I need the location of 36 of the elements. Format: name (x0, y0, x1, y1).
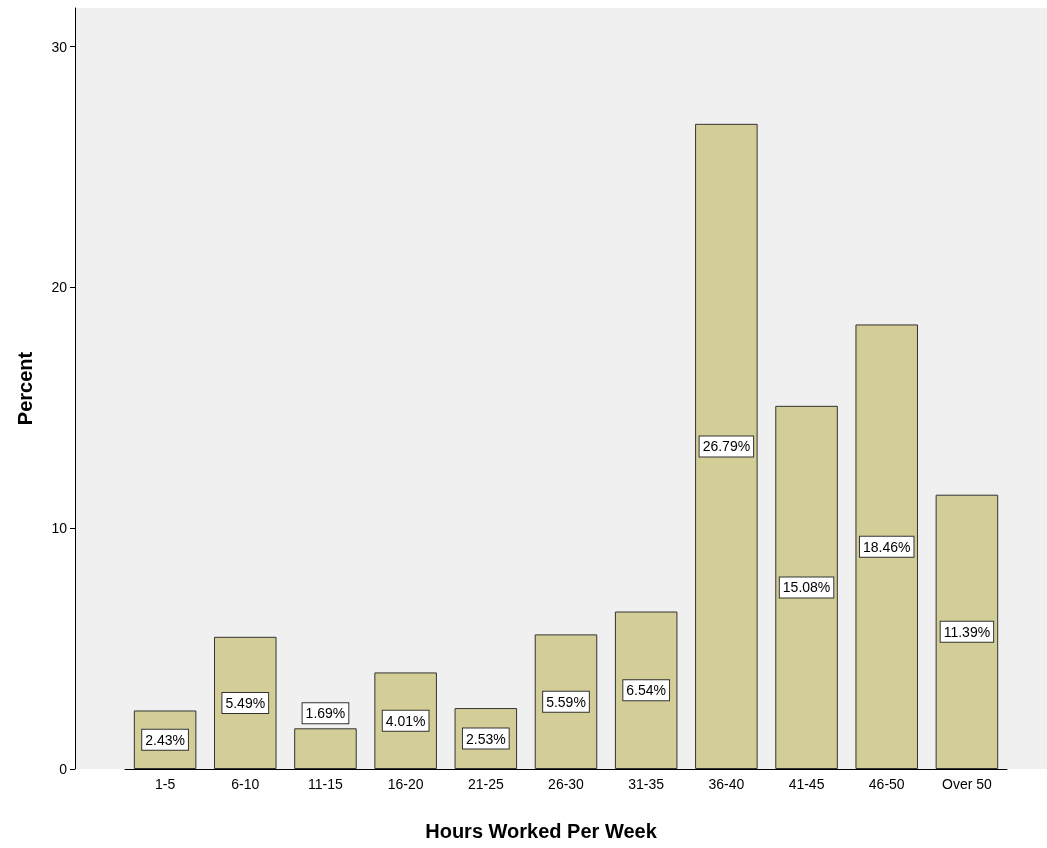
data-label: 15.08% (782, 579, 831, 596)
data-label: 1.69% (305, 705, 346, 722)
data-label: 11.39% (943, 623, 991, 640)
data-label: 2.43% (145, 731, 185, 748)
x-tick-label: 16-20 (387, 776, 424, 792)
bar (695, 123, 758, 769)
data-label: 26.79% (702, 438, 751, 455)
bar (614, 611, 678, 769)
x-tick-label: 31-35 (628, 776, 665, 792)
bar (855, 324, 918, 769)
data-label: 2.53% (465, 730, 506, 747)
bar (775, 405, 838, 769)
y-axis-title: Percent (14, 351, 36, 426)
x-tick-label: 11-15 (308, 776, 344, 792)
x-tick-label: 46-50 (868, 776, 905, 792)
x-tick-label: 1-5 (154, 776, 176, 792)
x-tick-label: 26-30 (548, 776, 585, 792)
x-tick-label: 21-25 (467, 776, 504, 792)
x-tick-label: Over 50 (942, 776, 993, 792)
data-label: 6.54% (626, 682, 667, 699)
y-tick-label: 20 (51, 279, 68, 296)
data-label: 5.59% (546, 693, 586, 710)
bar (534, 634, 598, 769)
data-label: 18.46% (862, 538, 911, 555)
y-tick-label: 0 (59, 761, 68, 777)
y-tick-label: 30 (51, 38, 68, 55)
x-tick-label: 36-40 (708, 776, 745, 792)
bar (935, 494, 999, 769)
x-axis-title: Hours Worked Per Week (425, 820, 658, 842)
bar (294, 728, 357, 769)
bar (214, 636, 277, 769)
data-label: 4.01% (385, 712, 426, 729)
x-tick-label: 41-45 (788, 776, 825, 792)
x-tick-label: 6-10 (231, 776, 260, 792)
y-tick-label: 10 (51, 520, 68, 537)
data-label: 5.49% (225, 694, 266, 711)
